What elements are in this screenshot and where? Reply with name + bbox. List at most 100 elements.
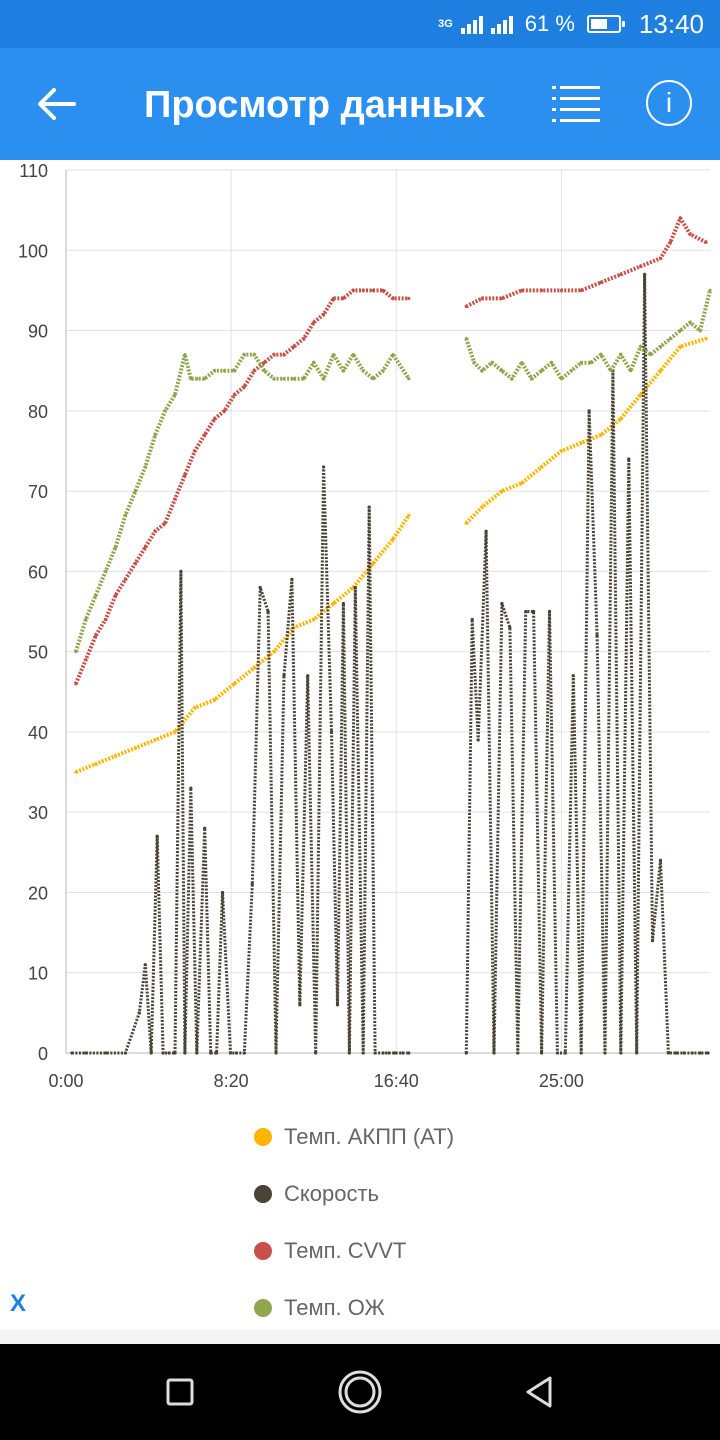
data-point [688, 320, 692, 325]
data-point [220, 890, 225, 895]
data-point [203, 377, 207, 381]
series-line [74, 288, 409, 685]
data-point [351, 288, 355, 293]
data-point [252, 369, 256, 373]
legend-item[interactable]: Темп. АКПП (AT) [254, 1108, 694, 1165]
data-point [393, 1051, 397, 1055]
data-point [123, 513, 128, 517]
info-icon[interactable]: i [646, 80, 692, 126]
data-point [193, 706, 197, 710]
data-point [401, 1051, 405, 1055]
legend-dot-icon [254, 1184, 272, 1203]
data-point [407, 513, 411, 517]
data-point [189, 377, 193, 381]
data-point [391, 296, 395, 301]
data-point [619, 272, 623, 276]
legend-item[interactable]: Скорость [254, 1165, 694, 1222]
data-point [232, 682, 237, 686]
data-point [272, 650, 276, 654]
data-point [559, 377, 563, 381]
data-point [74, 682, 78, 686]
data-point [94, 633, 98, 638]
data-point [84, 617, 88, 622]
circle-home-icon[interactable] [334, 1366, 386, 1418]
data-point [312, 320, 316, 325]
data-point [74, 650, 78, 654]
series-line [71, 465, 409, 1055]
data-point [381, 288, 385, 293]
square-icon[interactable] [154, 1366, 206, 1418]
data-point [391, 353, 395, 357]
data-point [351, 353, 355, 357]
data-point [222, 409, 227, 413]
y-tick-label: 110 [19, 161, 48, 181]
data-point [690, 1051, 694, 1055]
data-point [153, 738, 157, 742]
back-arrow-icon[interactable] [34, 82, 78, 126]
y-tick-label: 60 [28, 562, 48, 582]
bottom-divider [0, 1330, 720, 1344]
status-bar: 3G 61 % 13:40 [0, 0, 720, 48]
data-point [252, 666, 256, 670]
triangle-back-icon[interactable] [514, 1366, 566, 1418]
data-point [407, 1051, 411, 1055]
legend-item[interactable]: Темп. ОЖ [254, 1279, 694, 1336]
data-point [84, 658, 88, 662]
data-point [500, 296, 504, 301]
data-point [155, 834, 159, 838]
list-icon[interactable] [552, 84, 600, 124]
data-point [222, 369, 227, 373]
data-point [407, 296, 411, 301]
data-point [668, 240, 672, 244]
data-point [113, 754, 118, 758]
data-point [530, 377, 534, 381]
data-point [329, 730, 334, 734]
data-point [603, 1051, 607, 1055]
data-point [189, 786, 193, 790]
data-point [242, 1051, 246, 1055]
data-point [500, 601, 504, 606]
series-line [465, 216, 707, 309]
data-point [167, 1051, 171, 1055]
data-point [143, 963, 147, 967]
data-point [123, 1051, 128, 1055]
data-point [520, 361, 524, 365]
data-point [149, 1051, 153, 1055]
data-point [104, 569, 108, 573]
data-point [272, 377, 276, 381]
data-point [708, 288, 712, 293]
legend-dot-icon [254, 1241, 272, 1260]
data-point [464, 336, 468, 341]
data-point [635, 1051, 639, 1055]
y-tick-label: 0 [38, 1044, 48, 1064]
data-point [341, 296, 346, 301]
data-point [599, 433, 603, 437]
data-point [137, 1011, 141, 1015]
data-point [195, 1051, 199, 1055]
data-point [104, 1051, 108, 1055]
data-point [639, 264, 643, 268]
close-button[interactable]: X [10, 1290, 27, 1317]
legend-label: Темп. АКПП (AT) [284, 1123, 455, 1149]
x-tick-label: 0:00 [48, 1071, 83, 1091]
chart: 110 100 90 80 70 60 50 40 30 20 10 0 0:00 8:20 16:40 25… [0, 160, 720, 1100]
data-point [407, 377, 411, 381]
data-point [480, 505, 484, 509]
data-point [331, 601, 336, 606]
data-point [314, 1051, 318, 1055]
data-point [173, 1051, 177, 1055]
legend-item[interactable]: Темп. CVVT [254, 1222, 694, 1279]
data-point [266, 609, 270, 614]
data-point [678, 345, 682, 349]
series-line [73, 352, 411, 653]
data-point [173, 730, 177, 734]
data-point [549, 361, 554, 365]
data-point [367, 505, 371, 509]
y-tick-label: 30 [28, 803, 48, 823]
data-point [306, 674, 310, 678]
data-point [387, 1051, 391, 1055]
data-point [123, 577, 128, 581]
data-point [133, 489, 137, 493]
y-tick-label: 90 [28, 322, 48, 342]
legend-dot-icon [254, 1298, 272, 1317]
